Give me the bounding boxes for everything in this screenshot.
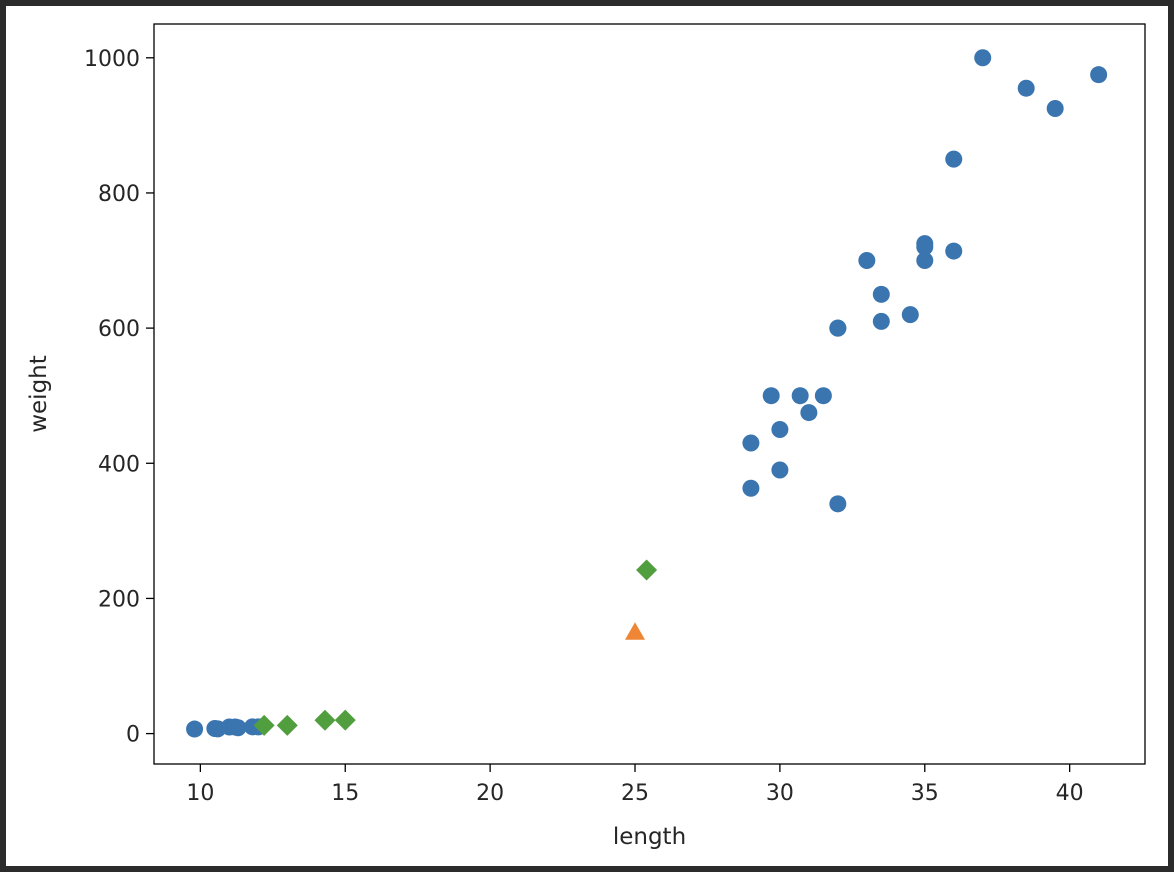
data-point-circle [791,387,809,405]
y-tick-label: 400 [98,452,140,477]
data-point-circle [1046,99,1064,117]
x-tick-label: 15 [331,781,359,806]
x-axis-label: length [613,824,686,850]
x-tick-label: 40 [1056,781,1084,806]
data-point-circle [771,420,789,438]
x-tick-label: 20 [476,781,504,806]
data-point-circle [945,150,963,168]
data-point-circle [901,306,919,324]
y-tick-label: 0 [126,723,140,748]
data-point-circle [916,238,934,256]
y-tick-label: 1000 [84,47,140,72]
x-tick-label: 10 [186,781,214,806]
data-point-circle [1090,66,1108,84]
data-point-circle [829,495,847,513]
data-point-circle [974,49,992,67]
data-point-diamond [636,559,658,581]
data-point-diamond [314,709,336,731]
plot-frame [153,23,1146,765]
data-point-circle [1017,79,1035,97]
data-point-circle [872,312,890,330]
data-point-circle [858,252,876,270]
data-point-triangle [625,622,646,640]
data-point-diamond [253,714,275,736]
data-point-circle [762,387,780,405]
data-point-circle [186,720,204,738]
data-point-circle [771,461,789,479]
y-tick-label: 600 [98,317,140,342]
x-tick-label: 25 [621,781,649,806]
data-point-diamond [334,709,356,731]
x-tick-label: 30 [766,781,794,806]
data-point-circle [945,242,963,260]
y-tick-label: 200 [98,587,140,612]
figure: 10 15 20 25 30 35 40 0 200 400 600 800 1000 length w… [6,6,1168,866]
data-point-diamond [276,714,298,736]
data-point-circle [814,387,832,405]
data-point-circle [742,479,760,497]
data-point-circle [829,319,847,337]
points-layer [186,49,1108,738]
y-tick-label: 800 [98,182,140,207]
data-point-circle [800,404,818,422]
y-axis-label: weight [26,355,52,433]
data-point-circle [916,252,934,270]
data-point-circle [229,719,247,737]
x-tick-label: 35 [911,781,939,806]
data-point-circle [742,434,760,452]
data-point-circle [872,285,890,303]
